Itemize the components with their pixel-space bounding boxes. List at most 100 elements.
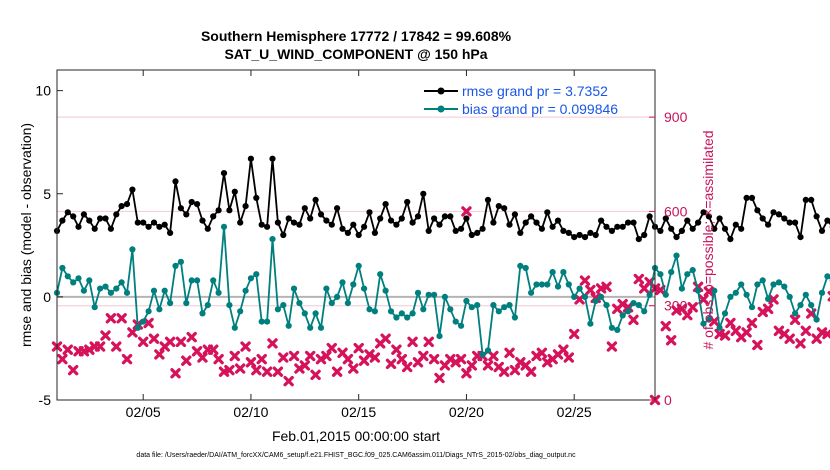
y2-tick-label: 300	[664, 298, 688, 314]
rmse-point	[748, 194, 756, 201]
rmse-point	[301, 205, 308, 212]
bias-point	[727, 293, 734, 300]
rmse-point	[635, 236, 642, 243]
obs-marker	[601, 281, 612, 293]
rmse-point	[668, 225, 675, 232]
bias-point	[86, 277, 93, 284]
rmse-point	[344, 229, 351, 236]
obs-cross-stroke	[154, 349, 165, 360]
bias-point	[113, 285, 120, 292]
obs-cross-stroke	[423, 336, 434, 348]
bias-point	[91, 304, 98, 311]
obs-cross-stroke	[730, 325, 742, 337]
rmse-point	[598, 217, 605, 224]
obs-marker	[229, 350, 240, 362]
obs-cross-stroke	[62, 344, 73, 355]
x-axis-ticks: 02/05 02/10 02/15 02/20 02/25	[126, 70, 592, 420]
y-tick-label: 5	[43, 186, 51, 202]
bias-point	[436, 333, 443, 340]
rmse-point	[183, 211, 190, 218]
rmse-point	[204, 225, 211, 232]
rmse-point	[177, 205, 184, 212]
plot-frame	[56, 69, 656, 401]
bias-point	[312, 310, 319, 317]
obs-cross-stroke	[488, 350, 499, 362]
rmse-point	[738, 225, 745, 232]
rmse-point	[70, 213, 77, 220]
bias-point	[344, 300, 351, 307]
obs-cross-stroke	[213, 353, 224, 365]
bias-point	[431, 291, 438, 298]
bias-point	[560, 269, 567, 276]
x-tick-label: 02/15	[341, 404, 376, 420]
obs-marker	[94, 341, 106, 352]
obs-marker	[208, 344, 219, 355]
rmse-point	[398, 215, 405, 222]
obs-marker	[423, 336, 434, 348]
rmse-point	[571, 234, 578, 241]
bias-point	[140, 318, 147, 325]
rmse-point	[754, 207, 761, 214]
rmse-point	[619, 223, 626, 230]
bias-point	[409, 310, 416, 317]
obs-marker	[752, 339, 763, 351]
rmse-point	[366, 209, 373, 216]
obs-cross-stroke	[762, 303, 774, 315]
rmse-point	[689, 225, 696, 232]
bias-point	[253, 271, 260, 278]
obs-marker	[186, 331, 197, 343]
rmse-point	[808, 196, 815, 203]
rmse-point	[781, 215, 788, 222]
bias-point	[70, 279, 77, 286]
rmse-point	[727, 236, 734, 243]
rmse-point	[813, 213, 820, 220]
rmse-point	[490, 219, 497, 226]
obs-marker	[321, 350, 332, 362]
obs-marker	[768, 294, 779, 305]
obs-cross-stroke	[224, 364, 235, 376]
obs-cross-stroke	[579, 275, 591, 286]
bias-point	[334, 293, 341, 300]
bias-point	[118, 279, 125, 286]
obs-cross-stroke	[434, 372, 445, 384]
obs-cross-stroke	[741, 327, 752, 338]
rmse-point	[528, 213, 535, 220]
rmse-point	[684, 217, 691, 224]
obs-cross-stroke	[299, 360, 311, 371]
obs-marker	[741, 327, 752, 338]
bias-point	[673, 252, 680, 259]
bias-point	[377, 271, 384, 278]
rmse-point	[468, 231, 475, 239]
obs-cross-stroke	[525, 366, 537, 377]
bias-point	[393, 314, 400, 321]
obs-marker	[256, 353, 267, 365]
rmse-point	[91, 225, 98, 232]
obs-cross-stroke	[305, 350, 316, 362]
y-tick-label: -5	[39, 392, 52, 408]
bias-point	[700, 320, 707, 327]
bias-point	[743, 291, 750, 298]
rmse-point	[614, 223, 621, 230]
rmse-point	[732, 221, 739, 228]
bias-point	[264, 318, 271, 325]
x-tick-label: 02/20	[449, 404, 484, 420]
rmse-point	[188, 198, 195, 206]
bias-point	[258, 318, 265, 325]
rmse-point	[797, 234, 804, 241]
bias-point	[290, 285, 298, 292]
rmse-point	[355, 231, 362, 239]
obs-cross-stroke	[725, 317, 736, 329]
obs-marker	[628, 314, 639, 326]
rmse-point	[603, 223, 610, 230]
obs-cross-stroke	[746, 317, 758, 329]
obs-marker	[407, 336, 418, 348]
rmse-point	[339, 225, 346, 232]
rmse-point	[75, 223, 82, 230]
obs-cross-stroke	[288, 350, 300, 362]
rmse-point	[414, 213, 422, 220]
obs-marker	[288, 350, 300, 362]
rmse-point	[194, 201, 201, 208]
obs-cross-stroke	[601, 281, 612, 293]
rmse-point	[824, 217, 830, 224]
obs-marker	[725, 317, 736, 329]
